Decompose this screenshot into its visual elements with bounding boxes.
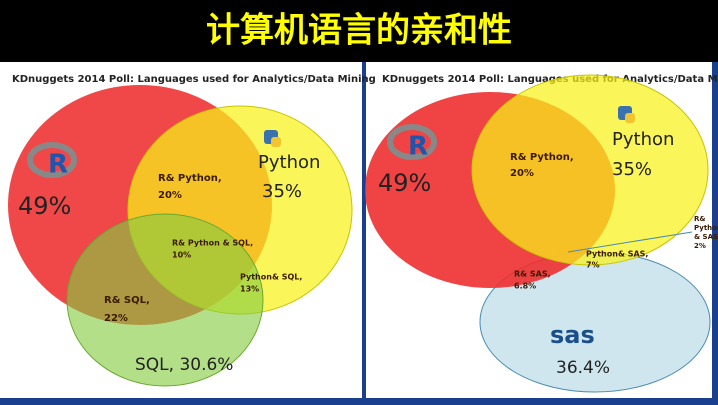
heading: KDnuggets 2014 Poll: Languages used for … bbox=[12, 74, 376, 85]
r-value: 49% bbox=[18, 192, 71, 220]
r-logo-ring bbox=[27, 142, 77, 178]
sas-value: 36.4% bbox=[556, 358, 610, 378]
python-name: Python bbox=[612, 129, 674, 150]
r-logo: R bbox=[408, 132, 428, 162]
overlap-label: R& Python & SQL, bbox=[172, 239, 253, 248]
r-logo-ring bbox=[387, 124, 437, 160]
overlap-label: R& SQL, bbox=[104, 295, 150, 306]
overlap-value: 10% bbox=[172, 251, 191, 260]
python-name: Python bbox=[258, 152, 320, 173]
overlap-label: & SAS, bbox=[694, 233, 718, 241]
heading: KDnuggets 2014 Poll: Languages used for … bbox=[382, 74, 718, 85]
python-circle bbox=[471, 74, 709, 266]
overlap-label: R& Python, bbox=[158, 173, 222, 184]
overlap-label: Python& SQL, bbox=[240, 273, 302, 282]
overlap-value: 20% bbox=[510, 168, 534, 179]
overlap-label: R& Python, bbox=[510, 152, 574, 163]
left-venn: KDnuggets 2014 Poll: Languages used for … bbox=[8, 74, 376, 387]
overlap-value: 2% bbox=[694, 242, 706, 250]
title-bar bbox=[0, 0, 718, 62]
python-logo bbox=[271, 137, 281, 147]
sql-value: SQL, 30.6% bbox=[135, 355, 233, 375]
pointer-line bbox=[567, 231, 693, 253]
right-venn: KDnuggets 2014 Poll: Languages used for … bbox=[365, 74, 718, 393]
sql-circle bbox=[66, 213, 264, 387]
overlap-label: R& bbox=[694, 215, 706, 223]
overlap-value: 20% bbox=[158, 190, 182, 201]
overlap-value: 22% bbox=[104, 313, 128, 324]
slide-title: 计算机语言的亲和性 bbox=[206, 11, 512, 51]
r-value: 49% bbox=[378, 169, 431, 197]
overlap-value: 13% bbox=[240, 285, 259, 294]
overlap-label: R& SAS, bbox=[514, 270, 551, 279]
r-logo: R bbox=[48, 150, 68, 180]
overlap-label: Python& SAS, bbox=[586, 250, 648, 259]
python-value: 35% bbox=[262, 181, 302, 202]
python-logo bbox=[625, 113, 635, 123]
overlap-value: 7% bbox=[586, 261, 600, 270]
sas-logo: sas bbox=[550, 321, 595, 349]
overlap-label: Python bbox=[694, 224, 718, 232]
overlap-value: 6.8% bbox=[514, 282, 536, 291]
python-value: 35% bbox=[612, 159, 652, 180]
